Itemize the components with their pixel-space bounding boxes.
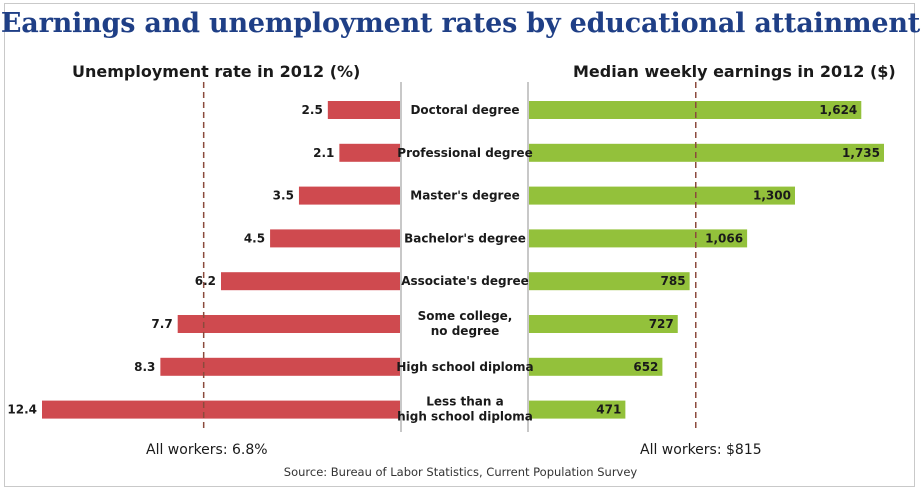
unemployment-bar bbox=[327, 101, 400, 119]
unemployment-bar bbox=[298, 186, 400, 205]
category-label: Associate's degree bbox=[401, 274, 529, 288]
earnings-bar bbox=[529, 143, 884, 162]
earnings-value-label: 785 bbox=[661, 274, 686, 288]
right-reference-label: All workers: $815 bbox=[640, 442, 762, 458]
earnings-value-label: 1,624 bbox=[819, 103, 857, 117]
unemployment-bar bbox=[42, 400, 400, 419]
unemployment-value-label: 3.5 bbox=[273, 189, 294, 203]
earnings-bar bbox=[529, 186, 795, 205]
unemployment-bar bbox=[221, 272, 400, 291]
unemployment-value-label: 6.2 bbox=[195, 274, 216, 288]
earnings-value-label: 1,066 bbox=[705, 231, 743, 245]
category-label: Less than a bbox=[426, 395, 503, 409]
earnings-bar bbox=[529, 357, 663, 376]
category-label: High school diploma bbox=[396, 360, 533, 374]
earnings-bar bbox=[529, 229, 748, 248]
category-label: no degree bbox=[431, 324, 499, 338]
left-panel-title: Unemployment rate in 2012 (%) bbox=[72, 62, 361, 81]
category-label: Bachelor's degree bbox=[404, 231, 526, 245]
chart-title: Earnings and unemployment rates by educa… bbox=[0, 8, 921, 39]
earnings-value-label: 471 bbox=[596, 403, 621, 417]
unemployment-bar bbox=[160, 357, 400, 376]
category-label: Professional degree bbox=[397, 146, 532, 160]
earnings-bar bbox=[529, 101, 862, 119]
earnings-bar bbox=[529, 272, 690, 291]
category-label: Master's degree bbox=[410, 189, 519, 203]
unemployment-bar bbox=[339, 143, 400, 162]
unemployment-bar bbox=[177, 315, 400, 333]
unemployment-bar bbox=[270, 229, 400, 248]
source-note: Source: Bureau of Labor Statistics, Curr… bbox=[283, 465, 638, 479]
category-label: high school diploma bbox=[397, 410, 533, 424]
earnings-bar bbox=[529, 315, 678, 333]
earnings-value-label: 1,735 bbox=[842, 146, 880, 160]
left-reference-label: All workers: 6.8% bbox=[146, 442, 268, 458]
earnings-value-label: 1,300 bbox=[753, 189, 791, 203]
unemployment-value-label: 8.3 bbox=[134, 360, 155, 374]
unemployment-value-label: 7.7 bbox=[151, 317, 172, 331]
earnings-value-label: 727 bbox=[649, 317, 674, 331]
right-panel-title: Median weekly earnings in 2012 ($) bbox=[573, 62, 896, 81]
unemployment-value-label: 12.4 bbox=[7, 403, 37, 417]
unemployment-value-label: 2.5 bbox=[302, 103, 323, 117]
unemployment-value-label: 2.1 bbox=[313, 146, 334, 160]
earnings-value-label: 652 bbox=[633, 360, 658, 374]
earnings-bar bbox=[529, 400, 626, 419]
unemployment-value-label: 4.5 bbox=[244, 231, 265, 245]
category-label: Doctoral degree bbox=[410, 103, 519, 117]
category-label: Some college, bbox=[418, 309, 513, 323]
